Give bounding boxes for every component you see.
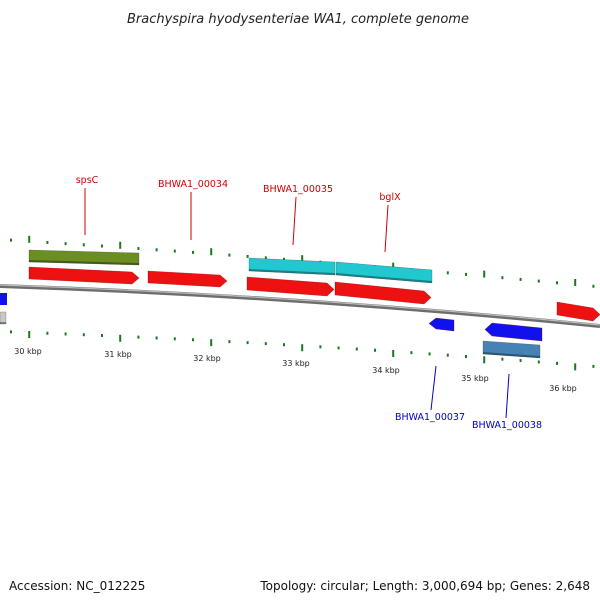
cds-bar-spsC-shadow: [28, 260, 140, 265]
cds-bar-edge: [0, 311, 7, 325]
leader-line: [292, 196, 297, 246]
cds-bar-BHWA1-00038: [482, 340, 541, 359]
cds-bar-BHWA1-00035-shadow: [248, 269, 336, 275]
genome-backbone-highlight: [0, 284, 600, 326]
genome-summary-text: Topology: circular; Length: 3,000,694 bp…: [260, 579, 590, 593]
genome-backbone: [0, 284, 600, 328]
leader-line: [505, 373, 510, 419]
gene-arrow-BHWA1-00037: [428, 317, 455, 332]
scale-label: 33 kbp: [282, 359, 310, 368]
gene-labels: spsC BHWA1_00034 BHWA1_00035 bglX BHWA1_0003…: [76, 175, 542, 431]
gene-label: spsC: [76, 175, 99, 186]
cds-bar-spsC: [28, 249, 140, 266]
feature-track: [0, 249, 600, 359]
scale-label: 36 kbp: [549, 384, 577, 393]
accession-text: Accession: NC_012225: [9, 579, 146, 593]
cds-bar-BHWA1-00035: [248, 257, 336, 276]
cds-bar-BHWA1-00038-shadow: [482, 352, 541, 358]
scale-label: 30 kbp: [14, 347, 42, 356]
scale-label: 35 kbp: [461, 374, 489, 383]
cds-bar-bglX: [335, 261, 433, 284]
gene-label: BHWA1_00038: [472, 420, 542, 431]
gene-arrow-spsC: [28, 266, 140, 285]
gene-arrow-BHWA1-00038: [484, 322, 543, 342]
gene-label: BHWA1_00034: [158, 179, 228, 190]
gene-label: BHWA1_00037: [395, 412, 465, 423]
cds-bar-bglX-shadow: [335, 273, 433, 283]
gene-label: BHWA1_00035: [263, 184, 333, 195]
gene-arrow-edge-right: [556, 301, 600, 322]
scale-label: 32 kbp: [193, 354, 221, 363]
gene-arrow-bglX: [334, 281, 432, 305]
tick-marks-bottom: [10, 330, 595, 371]
leader-line: [384, 204, 389, 253]
map-title: Brachyspira hyodysenteriae WA1, complete…: [127, 12, 469, 27]
leader-line: [430, 365, 437, 411]
gene-arrow-edge-left: [0, 293, 7, 305]
gene-arrow-BHWA1-00034: [147, 270, 228, 288]
scale-labels: 30 kbp 31 kbp 32 kbp 33 kbp 34 kbp 35 kbp 36 k…: [14, 347, 577, 393]
scale-label: 31 kbp: [104, 350, 132, 359]
gene-arrow-BHWA1-00035: [246, 276, 335, 297]
gene-label: bglX: [379, 192, 401, 203]
label-leaders: [84, 188, 510, 419]
scale-label: 34 kbp: [372, 366, 400, 375]
